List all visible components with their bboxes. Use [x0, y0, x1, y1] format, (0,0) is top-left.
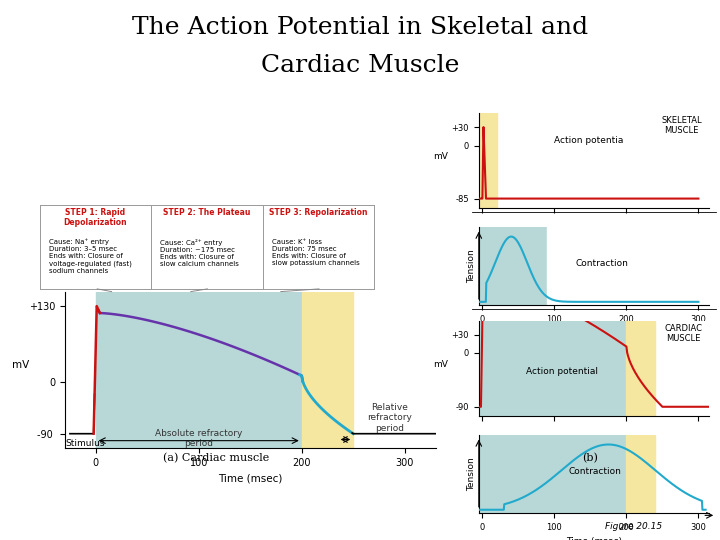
X-axis label: Time (msec): Time (msec) — [566, 329, 622, 339]
Text: (b): (b) — [582, 454, 598, 464]
Text: SKELETAL
MUSCLE: SKELETAL MUSCLE — [662, 116, 702, 136]
Bar — [547, 227, 709, 305]
X-axis label: Time (msec): Time (msec) — [218, 474, 282, 483]
Text: STEP 2: The Plateau: STEP 2: The Plateau — [163, 208, 251, 217]
Text: Action potentia: Action potentia — [554, 136, 624, 145]
Text: Cardiac Muscle: Cardiac Muscle — [261, 54, 459, 77]
Text: STEP 1: Rapid
Depolarization: STEP 1: Rapid Depolarization — [63, 208, 127, 227]
Text: Absolute refractory
period: Absolute refractory period — [155, 429, 243, 448]
Bar — [96, 292, 302, 448]
Bar — [479, 435, 626, 513]
X-axis label: Time (msec): Time (msec) — [566, 537, 622, 540]
Bar — [302, 292, 354, 448]
Text: Figure 20.15: Figure 20.15 — [605, 522, 662, 531]
Y-axis label: Tension: Tension — [467, 457, 476, 491]
Y-axis label: mV: mV — [12, 360, 29, 370]
Y-axis label: mV: mV — [433, 360, 448, 368]
Text: Cause: K⁺ loss
Duration: 75 msec
Ends with: Closure of
slow potassium channels: Cause: K⁺ loss Duration: 75 msec Ends wi… — [271, 239, 359, 266]
Text: Action potential: Action potential — [526, 367, 598, 376]
Y-axis label: mV: mV — [433, 152, 448, 160]
Text: Stimulus: Stimulus — [66, 439, 105, 448]
Bar — [479, 321, 626, 416]
Text: STEP 3: Repolarization: STEP 3: Repolarization — [269, 208, 368, 217]
Bar — [479, 227, 547, 305]
Text: CARDIAC
MUSCLE: CARDIAC MUSCLE — [664, 323, 702, 343]
Text: (a) Cardiac muscle: (a) Cardiac muscle — [163, 454, 269, 464]
Text: Contraction: Contraction — [576, 259, 629, 268]
Bar — [626, 321, 655, 416]
Bar — [626, 435, 655, 513]
Text: Contraction: Contraction — [569, 467, 621, 476]
Text: Cause: Ca²⁺ entry
Duration: ~175 msec
Ends with: Closure of
slow calcium channel: Cause: Ca²⁺ entry Duration: ~175 msec En… — [160, 239, 239, 267]
Text: Cause: Na⁺ entry
Duration: 3–5 msec
Ends with: Closure of
voltage-regulated (fas: Cause: Na⁺ entry Duration: 3–5 msec Ends… — [48, 239, 132, 274]
Bar — [479, 113, 497, 208]
Text: The Action Potential in Skeletal and: The Action Potential in Skeletal and — [132, 16, 588, 39]
Text: Relative
refractory
period: Relative refractory period — [366, 403, 412, 433]
Y-axis label: Tension: Tension — [467, 249, 476, 283]
